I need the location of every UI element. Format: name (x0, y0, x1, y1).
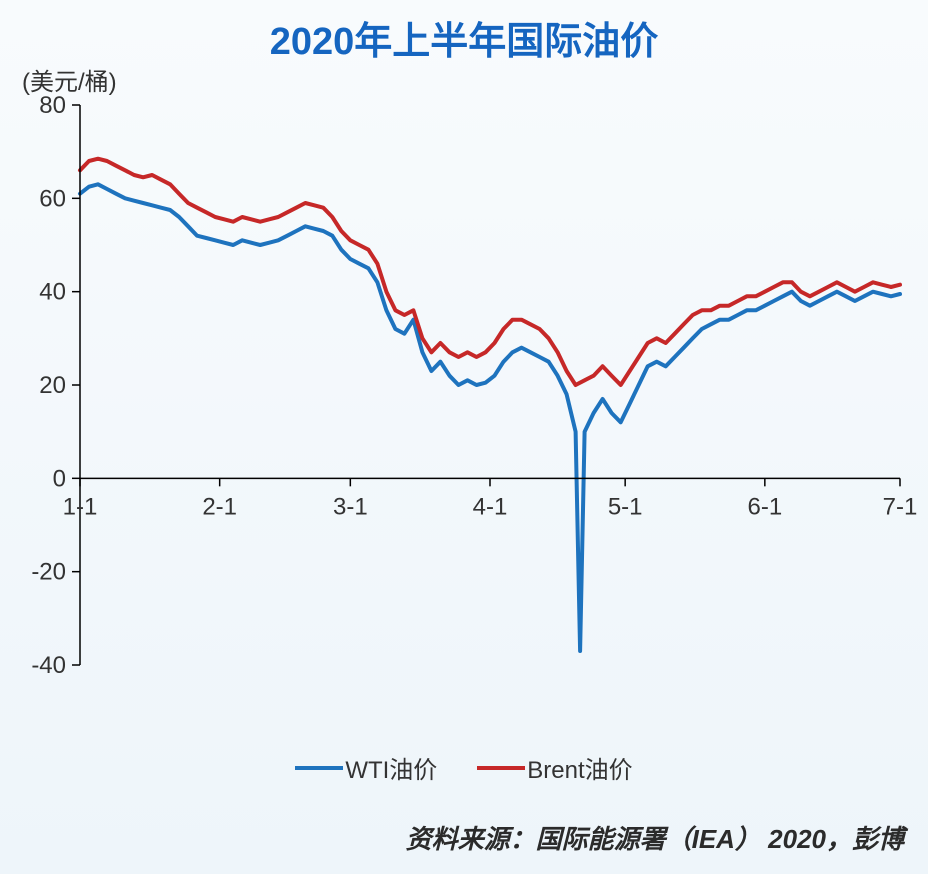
y-tick-label: 40 (39, 279, 66, 306)
x-tick-label: 2-1 (202, 493, 237, 520)
x-tick-label: 3-1 (333, 493, 368, 520)
series-line-brent (80, 159, 900, 385)
line-chart: -40 -20 0 20 40 60 80 1-1 2-1 3-1 4-1 5-1 6-1 7-1 (0, 0, 928, 874)
x-tick-label: 6-1 (747, 493, 782, 520)
y-tick-label: 20 (39, 372, 66, 399)
source-attribution: 资料来源：国际能源署（IEA） 2020，彭博 (406, 819, 904, 856)
y-tick-label: 0 (53, 465, 66, 492)
legend-swatch-brent (477, 766, 525, 770)
legend-label-wti: WTI油价 (345, 750, 437, 785)
series-line-wti (80, 184, 900, 651)
x-tick-label: 5-1 (608, 493, 643, 520)
y-tick-label: 80 (39, 92, 66, 119)
legend-swatch-wti (295, 766, 343, 770)
legend-item-brent: Brent油价 (477, 750, 632, 785)
y-tick-label: -40 (31, 652, 66, 679)
y-tick-label: 60 (39, 185, 66, 212)
legend-item-wti: WTI油价 (295, 750, 437, 785)
chart-legend: WTI油价 Brent油价 (0, 750, 928, 785)
x-tick-label: 7-1 (883, 493, 918, 520)
legend-label-brent: Brent油价 (527, 750, 632, 785)
y-tick-label: -20 (31, 559, 66, 586)
x-tick-label: 4-1 (473, 493, 508, 520)
x-tick-label: 1-1 (63, 493, 98, 520)
